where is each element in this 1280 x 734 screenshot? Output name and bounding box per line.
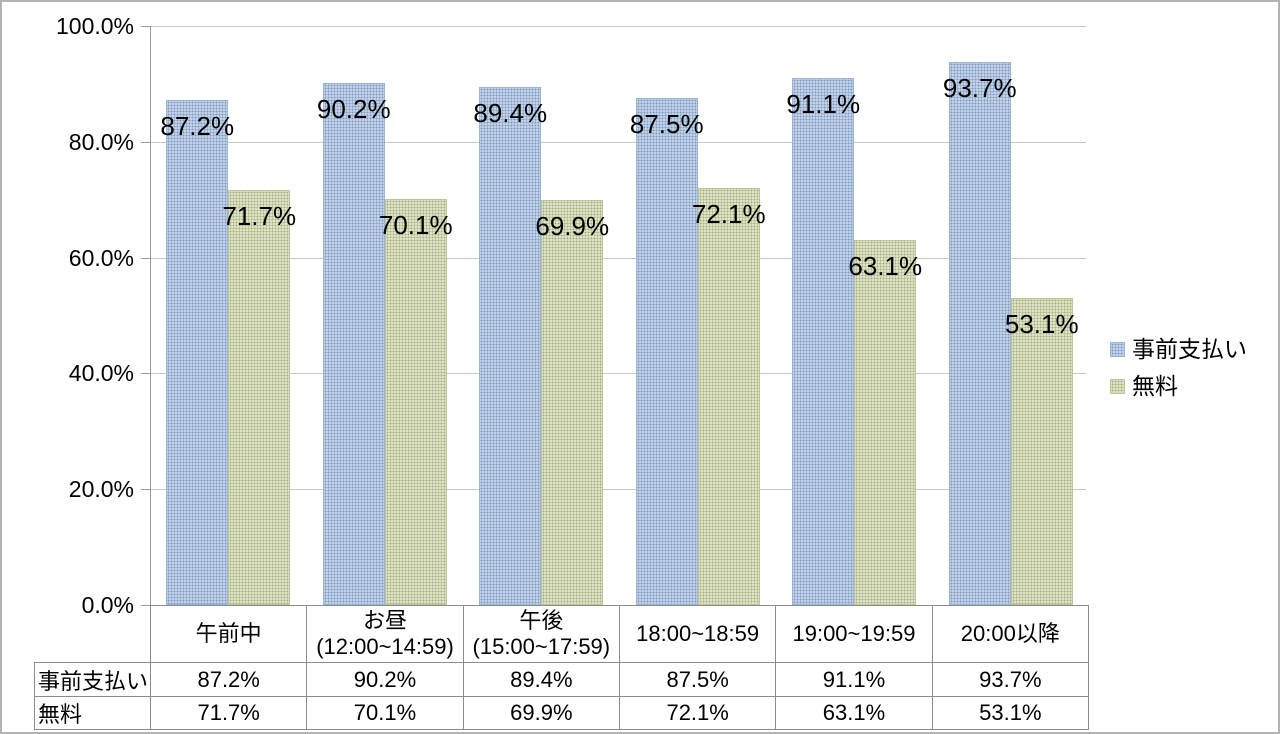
y-axis-label: 80.0% — [68, 128, 134, 155]
data-label-series0-cat4: 91.1% — [786, 88, 861, 119]
y-axis-label: 20.0% — [68, 476, 134, 503]
data-label-series0-cat3: 87.5% — [629, 109, 704, 140]
legend: 事前支払い 無料 — [1110, 336, 1247, 410]
gridline — [150, 26, 1086, 27]
bar-series1-cat5 — [1010, 297, 1073, 605]
y-axis-label: 60.0% — [68, 244, 134, 271]
y-axis-label: 0.0% — [81, 592, 134, 618]
y-axis-tick — [141, 373, 150, 375]
value-cell-series0-cat2: 89.4% — [462, 662, 620, 697]
category-header-3: 18:00~18:59 — [618, 605, 777, 663]
legend-label-series0: 事前支払い — [1132, 336, 1247, 362]
data-label-series1-cat4: 63.1% — [848, 250, 923, 281]
table-row-series0: 事前支払い 87.2% 90.2% 89.4% 87.5% 91.1% 93.7% — [34, 662, 1090, 697]
value-cell-series1-cat4: 63.1% — [775, 696, 933, 730]
data-label-series0-cat0: 87.2% — [160, 111, 235, 142]
category-header-line: 18:00~18:59 — [636, 621, 760, 646]
bar-series0-cat3 — [635, 98, 698, 605]
gridline — [150, 257, 1086, 259]
value-cell-series1-cat5: 53.1% — [931, 696, 1090, 730]
bar-series0-cat0 — [166, 100, 229, 605]
gridline — [150, 141, 1086, 143]
bar-series1-cat4 — [854, 239, 917, 605]
category-header-4: 19:00~19:59 — [775, 605, 933, 663]
data-label-series0-cat2: 89.4% — [473, 98, 548, 129]
category-header-line: (12:00~14:59) — [316, 634, 454, 659]
y-axis-tick — [141, 257, 150, 259]
y-axis-tick — [141, 26, 150, 27]
category-header-line: 午前中 — [195, 621, 262, 646]
category-header-line: (15:00~17:59) — [472, 634, 611, 659]
legend-marker-series1 — [1110, 379, 1125, 394]
value-cell-series1-cat3: 72.1% — [618, 696, 777, 730]
value-cell-series1-cat2: 69.9% — [462, 696, 620, 730]
y-axis-tick — [141, 141, 150, 143]
value-cell-series0-cat0: 87.2% — [149, 662, 308, 697]
gridline — [150, 489, 1086, 491]
bar-series0-cat4 — [792, 77, 855, 605]
category-header-5: 20:00以降 — [931, 605, 1090, 663]
bar-series0-cat5 — [948, 62, 1011, 605]
category-header-0: 午前中 — [149, 605, 308, 663]
data-label-series0-cat1: 90.2% — [316, 93, 391, 124]
bar-series1-cat2 — [541, 200, 604, 605]
y-axis-tick — [141, 489, 150, 491]
table-header-row: 午前中 お昼 (12:00~14:59) 午後 (15:00~17:59) 18:00~1… — [35, 605, 1090, 663]
gridline — [150, 373, 1086, 375]
value-cell-series1-cat1: 70.1% — [306, 696, 464, 730]
category-header-line: 午後 — [519, 608, 564, 633]
value-cell-series0-cat4: 91.1% — [775, 662, 933, 697]
legend-item-series0: 事前支払い — [1110, 336, 1247, 363]
bar-series1-cat0 — [228, 189, 291, 605]
table-row-series1: 無料 71.7% 70.1% 69.9% 72.1% 63.1% 53.1% — [34, 696, 1090, 730]
legend-item-series1: 無料 — [1110, 373, 1247, 400]
data-label-series0-cat5: 93.7% — [942, 73, 1017, 104]
bar-series0-cat1 — [322, 82, 385, 605]
y-axis-tick — [141, 605, 150, 606]
value-cell-series0-cat3: 87.5% — [618, 662, 777, 697]
y-axis-line — [150, 26, 151, 605]
category-header-1: お昼 (12:00~14:59) — [306, 605, 464, 663]
y-axis-label: 40.0% — [68, 360, 134, 387]
bar-series1-cat1 — [384, 199, 447, 605]
value-cell-series0-cat5: 93.7% — [931, 662, 1090, 697]
series-row-label-0: 事前支払い — [34, 662, 151, 697]
category-header-line: お昼 — [362, 608, 407, 633]
data-table: 午前中 お昼 (12:00~14:59) 午後 (15:00~17:59) 18:00~1… — [34, 605, 1090, 730]
category-header-2: 午後 (15:00~17:59) — [462, 605, 620, 663]
bar-series1-cat3 — [697, 187, 760, 605]
y-axis-label: 100.0% — [55, 13, 134, 39]
data-label-series1-cat2: 69.9% — [535, 211, 610, 242]
data-label-series1-cat0: 71.7% — [222, 200, 297, 231]
value-cell-series0-cat1: 90.2% — [306, 662, 464, 697]
bar-series0-cat2 — [479, 87, 542, 605]
legend-label-series1: 無料 — [1132, 373, 1178, 399]
legend-marker-series0 — [1110, 342, 1125, 357]
data-label-series1-cat1: 70.1% — [378, 210, 453, 241]
table-corner-blank — [35, 606, 151, 663]
category-header-line: 19:00~19:59 — [792, 621, 916, 646]
value-cell-series1-cat0: 71.7% — [149, 696, 308, 730]
data-label-series1-cat3: 72.1% — [691, 198, 766, 229]
category-header-line: 20:00以降 — [960, 621, 1060, 646]
series-row-label-1: 無料 — [34, 696, 151, 730]
data-label-series1-cat5: 53.1% — [1004, 308, 1079, 339]
